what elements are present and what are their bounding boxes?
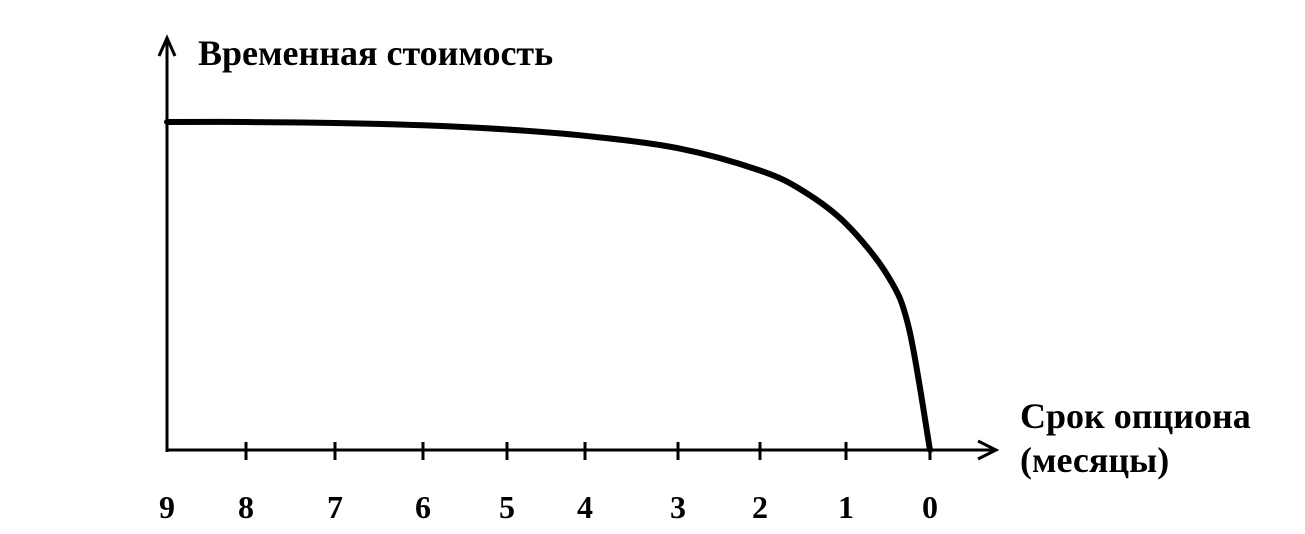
x-axis-label-line-1: Срок опциона [1020, 396, 1251, 436]
x-tick-label: 9 [159, 489, 175, 525]
y-axis-label: Временная стоимость [198, 33, 553, 73]
x-tick-label: 5 [499, 489, 515, 525]
x-tick-label: 7 [327, 489, 343, 525]
x-tick-label: 2 [752, 489, 768, 525]
y-axis-arrow [157, 34, 177, 57]
x-tick-label: 4 [577, 489, 593, 525]
x-axis-label-line-2: (месяцы) [1020, 440, 1169, 480]
x-tick-label: 1 [838, 489, 854, 525]
x-axis-arrow [977, 439, 1000, 461]
x-tick-label: 0 [922, 489, 938, 525]
x-tick-label: 3 [670, 489, 686, 525]
x-tick-label: 8 [238, 489, 254, 525]
time-value-curve [164, 118, 933, 453]
x-tick-label: 6 [415, 489, 431, 525]
